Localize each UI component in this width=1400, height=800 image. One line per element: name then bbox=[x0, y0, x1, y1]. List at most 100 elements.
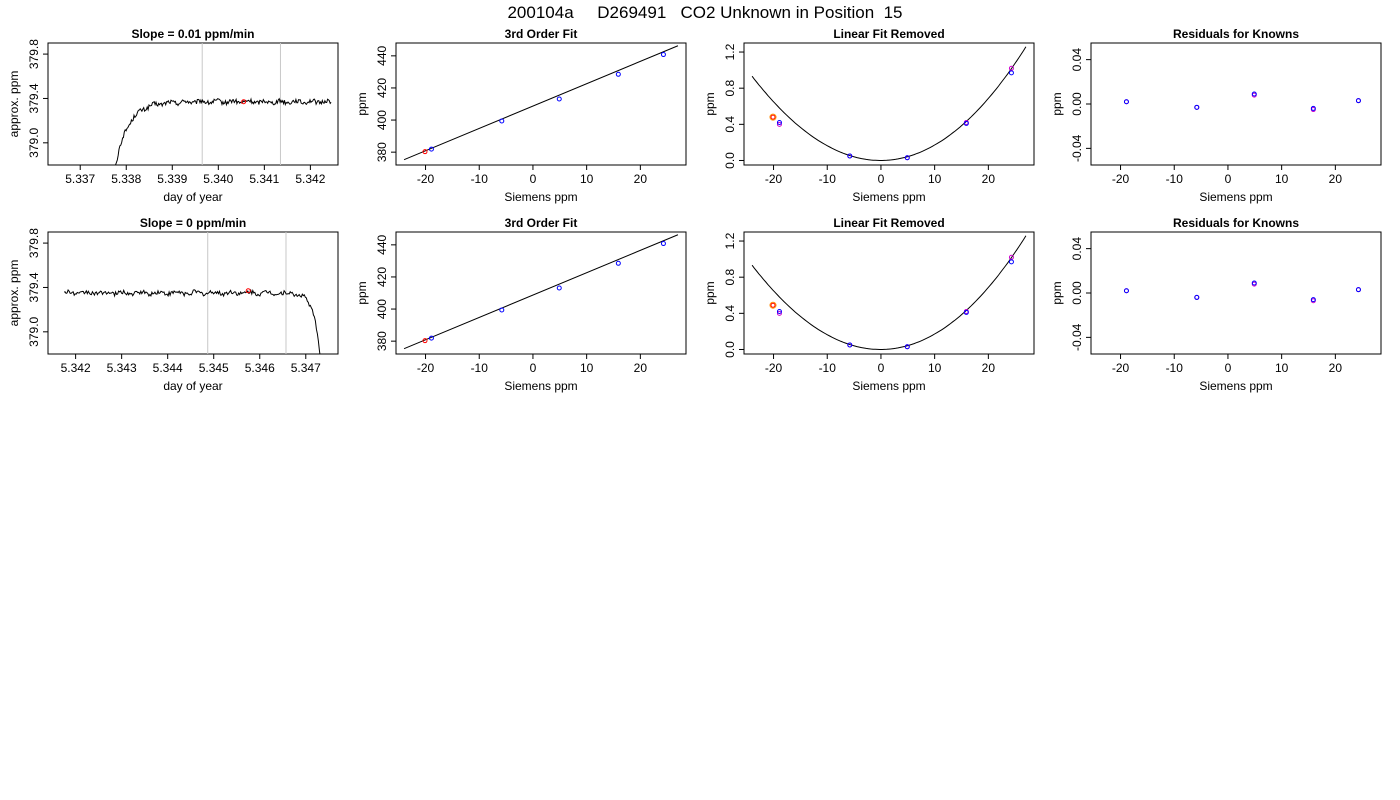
y-tick-label: 0.04 bbox=[1070, 48, 1084, 72]
x-tick-label: -10 bbox=[819, 361, 837, 375]
x-axis-label: Siemens ppm bbox=[852, 379, 925, 393]
known-measured-point bbox=[1008, 254, 1014, 260]
x-tick-label: -20 bbox=[417, 172, 435, 186]
known-point bbox=[615, 260, 621, 266]
fit-curve bbox=[751, 46, 1027, 161]
panel-row1-col1: Slope = 0.01 ppm/min day of year approx. p… bbox=[7, 27, 339, 204]
y-axis-label: ppm bbox=[703, 92, 717, 115]
x-axis-label: day of year bbox=[163, 190, 222, 204]
panel-row2-col3: Linear Fit Removed Siemens ppm ppm -20 -10 0 1… bbox=[703, 216, 1035, 393]
x-tick-label: 5.347 bbox=[291, 361, 321, 375]
y-tick-label: 379.4 bbox=[27, 272, 41, 302]
known-point bbox=[660, 241, 666, 247]
plot-area bbox=[403, 45, 679, 161]
y-tick-label: 379.8 bbox=[27, 228, 41, 258]
known-point bbox=[963, 309, 969, 315]
x-tick-label: 10 bbox=[928, 172, 942, 186]
y-axis-label: ppm bbox=[1050, 281, 1064, 304]
x-tick-label: 10 bbox=[580, 172, 594, 186]
y-tick-label: 0.00 bbox=[1070, 281, 1084, 305]
plot-frame bbox=[1090, 42, 1382, 166]
plot-area bbox=[1123, 280, 1361, 304]
known-point bbox=[1355, 98, 1361, 104]
y-tick-label: -0.04 bbox=[1070, 323, 1084, 351]
panel-title: Slope = 0 ppm/min bbox=[140, 216, 246, 230]
x-axis-label: Siemens ppm bbox=[504, 379, 577, 393]
known-point bbox=[1310, 297, 1316, 303]
y-tick-label: 420 bbox=[375, 78, 389, 98]
unknown-mean-marker bbox=[245, 288, 251, 294]
y-tick-label: 0.8 bbox=[723, 80, 737, 97]
x-tick-label: 0 bbox=[1225, 172, 1232, 186]
known-point bbox=[1008, 259, 1014, 265]
y-tick-label: -0.04 bbox=[1070, 134, 1084, 162]
panel-title: Slope = 0.01 ppm/min bbox=[131, 27, 254, 41]
known-point bbox=[660, 52, 666, 58]
x-axis-label: Siemens ppm bbox=[504, 190, 577, 204]
x-tick-label: 20 bbox=[634, 172, 648, 186]
y-tick-label: 380 bbox=[375, 142, 389, 162]
x-tick-label: 5.337 bbox=[65, 172, 95, 186]
y-tick-label: 0.0 bbox=[723, 152, 737, 169]
y-tick-label: 420 bbox=[375, 267, 389, 287]
known-point bbox=[615, 71, 621, 77]
x-tick-label: 5.339 bbox=[157, 172, 187, 186]
x-tick-label: 20 bbox=[982, 361, 996, 375]
x-tick-label: 10 bbox=[928, 361, 942, 375]
x-tick-label: -10 bbox=[1166, 172, 1184, 186]
x-tick-label: -20 bbox=[765, 361, 783, 375]
panel-title: Linear Fit Removed bbox=[833, 27, 944, 41]
known-point bbox=[428, 335, 434, 341]
panel-title: Linear Fit Removed bbox=[833, 216, 944, 230]
plot-area bbox=[1123, 91, 1361, 113]
y-axis-label: ppm bbox=[703, 281, 717, 304]
y-tick-label: 440 bbox=[375, 46, 389, 66]
y-tick-label: 0.4 bbox=[723, 116, 737, 133]
x-tick-label: 20 bbox=[1329, 172, 1343, 186]
x-tick-label: -20 bbox=[417, 361, 435, 375]
known-point bbox=[499, 118, 505, 124]
panel-row2-col1: Slope = 0 ppm/min day of year approx. ppm 5… bbox=[7, 216, 339, 393]
known-point bbox=[428, 146, 434, 152]
known-measured-point bbox=[776, 121, 782, 127]
unknown-point bbox=[770, 302, 776, 308]
x-tick-label: 0 bbox=[878, 361, 885, 375]
plot-frame bbox=[47, 231, 339, 355]
panel-grid: Slope = 0.01 ppm/min day of year approx. p… bbox=[7, 27, 1382, 393]
known-point bbox=[847, 153, 853, 159]
panel-row1-col4: Residuals for Knowns Siemens ppm ppm -20 -10… bbox=[1050, 27, 1382, 204]
y-axis-label: ppm bbox=[355, 92, 369, 115]
x-tick-label: 10 bbox=[580, 361, 594, 375]
known-point bbox=[776, 309, 782, 315]
x-tick-label: 5.341 bbox=[249, 172, 279, 186]
x-tick-label: 5.343 bbox=[107, 361, 137, 375]
plot-area bbox=[751, 46, 1027, 161]
x-tick-label: 20 bbox=[982, 172, 996, 186]
fit-curve bbox=[751, 235, 1027, 350]
figure-title: 200104a D269491 CO2 Unknown in Position … bbox=[507, 3, 902, 22]
fit-line bbox=[403, 234, 679, 350]
unknown-point bbox=[422, 149, 428, 155]
panel-title: 3rd Order Fit bbox=[505, 216, 578, 230]
plot-frame bbox=[395, 231, 687, 355]
unknown-point-outline bbox=[769, 301, 777, 309]
known-point bbox=[776, 120, 782, 126]
y-tick-label: 379.0 bbox=[27, 127, 41, 157]
known-point bbox=[556, 96, 562, 102]
x-tick-label: 5.338 bbox=[111, 172, 141, 186]
x-tick-label: 5.340 bbox=[203, 172, 233, 186]
known-point bbox=[1251, 280, 1257, 286]
known-point bbox=[963, 120, 969, 126]
x-tick-label: -20 bbox=[765, 172, 783, 186]
known-measured-point bbox=[776, 310, 782, 316]
x-tick-label: -10 bbox=[819, 172, 837, 186]
x-tick-label: 5.346 bbox=[245, 361, 275, 375]
known-point bbox=[1194, 294, 1200, 300]
x-tick-label: -10 bbox=[1166, 361, 1184, 375]
known-measured-point bbox=[1008, 65, 1014, 71]
y-tick-label: 1.2 bbox=[723, 43, 737, 60]
y-tick-label: 400 bbox=[375, 299, 389, 319]
plot-frame bbox=[743, 42, 1035, 166]
known-point bbox=[847, 342, 853, 348]
